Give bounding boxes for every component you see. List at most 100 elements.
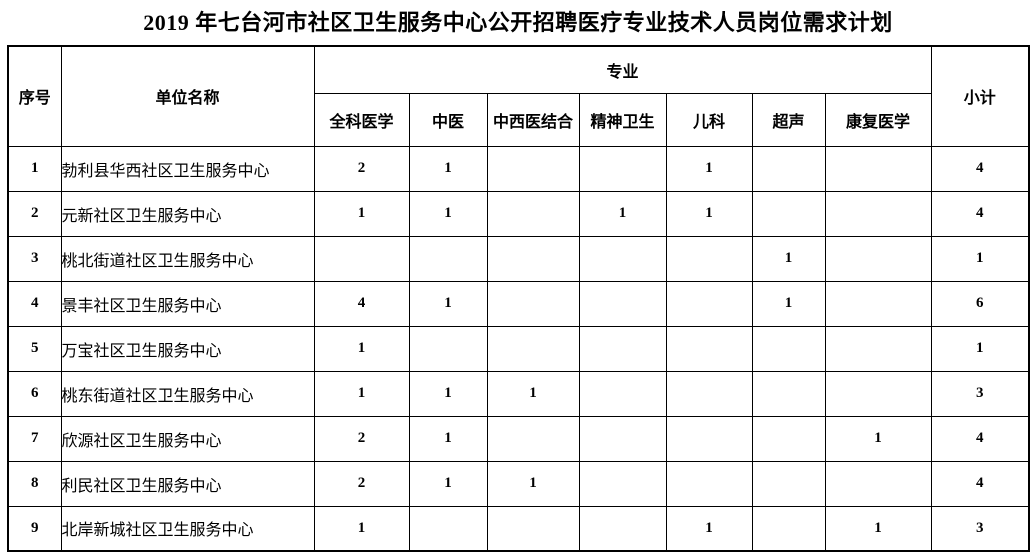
value-cell — [408, 235, 488, 282]
value-cell — [751, 460, 826, 507]
subtotal-cell: 1 — [930, 235, 1030, 282]
value-cell: 1 — [751, 235, 826, 282]
table-row: 7 欣源社区卫生服务中心 2 1 1 4 — [7, 415, 1030, 462]
value-cell — [578, 235, 667, 282]
value-cell: 1 — [313, 370, 410, 417]
document-title: 2019 年七台河市社区卫生服务中心公开招聘医疗专业技术人员岗位需求计划 — [143, 10, 893, 35]
header-specialty-group: 专业 — [313, 45, 932, 94]
value-cell — [824, 280, 932, 327]
header-specialty-mental-health: 精神卫生 — [578, 92, 667, 147]
value-cell: 2 — [313, 460, 410, 507]
value-cell: 1 — [408, 460, 488, 507]
value-cell: 1 — [408, 190, 488, 237]
value-cell: 1 — [665, 145, 753, 192]
header-specialty-pediatrics: 儿科 — [665, 92, 753, 147]
serial-cell: 2 — [7, 190, 62, 237]
table-row: 6 桃东街道社区卫生服务中心 1 1 1 3 — [7, 370, 1030, 417]
subtotal-cell: 1 — [930, 325, 1030, 372]
value-cell: 1 — [486, 370, 580, 417]
serial-cell: 9 — [7, 505, 62, 552]
table-row: 1 勃利县华西社区卫生服务中心 2 1 1 4 — [7, 145, 1030, 192]
unit-name-cell: 景丰社区卫生服务中心 — [60, 280, 315, 327]
value-cell: 2 — [313, 415, 410, 462]
value-cell: 1 — [313, 325, 410, 372]
value-cell: 1 — [665, 505, 753, 552]
value-cell: 1 — [408, 145, 488, 192]
serial-cell: 8 — [7, 460, 62, 507]
unit-name-cell: 欣源社区卫生服务中心 — [60, 415, 315, 462]
recruitment-plan-table: 序号 单位名称 专业 小计 全科医学 中医 中西医结合 精神卫生 儿科 超声 康… — [7, 45, 1030, 552]
unit-name-cell: 勃利县华西社区卫生服务中心 — [60, 145, 315, 192]
value-cell: 1 — [408, 370, 488, 417]
unit-name-cell: 万宝社区卫生服务中心 — [60, 325, 315, 372]
value-cell — [751, 190, 826, 237]
value-cell — [665, 280, 753, 327]
value-cell — [751, 145, 826, 192]
value-cell: 2 — [313, 145, 410, 192]
value-cell: 1 — [824, 505, 932, 552]
header-specialty-integrated-medicine: 中西医结合 — [486, 92, 580, 147]
value-cell — [824, 235, 932, 282]
table-row: 9 北岸新城社区卫生服务中心 1 1 1 3 — [7, 505, 1030, 552]
table-row: 3 桃北街道社区卫生服务中心 1 1 — [7, 235, 1030, 282]
header-specialty-tcm: 中医 — [408, 92, 488, 147]
value-cell: 1 — [313, 505, 410, 552]
unit-name-cell: 桃北街道社区卫生服务中心 — [60, 235, 315, 282]
serial-cell: 1 — [7, 145, 62, 192]
table-row: 2 元新社区卫生服务中心 1 1 1 1 4 — [7, 190, 1030, 237]
header-subtotal: 小计 — [930, 45, 1030, 147]
value-cell — [578, 370, 667, 417]
value-cell — [665, 235, 753, 282]
value-cell — [751, 370, 826, 417]
value-cell: 1 — [486, 460, 580, 507]
value-cell — [486, 145, 580, 192]
unit-name-cell: 北岸新城社区卫生服务中心 — [60, 505, 315, 552]
unit-name-cell: 元新社区卫生服务中心 — [60, 190, 315, 237]
value-cell — [824, 145, 932, 192]
subtotal-cell: 6 — [930, 280, 1030, 327]
table-row: 5 万宝社区卫生服务中心 1 1 — [7, 325, 1030, 372]
value-cell — [578, 280, 667, 327]
value-cell — [665, 370, 753, 417]
unit-name-cell: 桃东街道社区卫生服务中心 — [60, 370, 315, 417]
value-cell — [578, 325, 667, 372]
header-specialty-ultrasound: 超声 — [751, 92, 826, 147]
value-cell — [408, 505, 488, 552]
value-cell — [665, 415, 753, 462]
value-cell — [408, 325, 488, 372]
value-cell: 1 — [665, 190, 753, 237]
value-cell — [751, 415, 826, 462]
serial-cell: 5 — [7, 325, 62, 372]
value-cell — [824, 325, 932, 372]
value-cell — [486, 280, 580, 327]
table-row: 8 利民社区卫生服务中心 2 1 1 4 — [7, 460, 1030, 507]
serial-cell: 7 — [7, 415, 62, 462]
header-specialty-general-medicine: 全科医学 — [313, 92, 410, 147]
value-cell: 1 — [313, 190, 410, 237]
header-specialty-rehabilitation: 康复医学 — [824, 92, 932, 147]
value-cell — [486, 415, 580, 462]
header-row-specialties: 全科医学 中医 中西医结合 精神卫生 儿科 超声 康复医学 — [8, 92, 1029, 147]
subtotal-cell: 4 — [930, 415, 1030, 462]
subtotal-cell: 3 — [930, 505, 1030, 552]
serial-cell: 3 — [7, 235, 62, 282]
value-cell: 1 — [408, 280, 488, 327]
value-cell — [824, 190, 932, 237]
value-cell — [313, 235, 410, 282]
subtotal-cell: 4 — [930, 145, 1030, 192]
value-cell — [486, 505, 580, 552]
value-cell — [486, 235, 580, 282]
value-cell — [751, 505, 826, 552]
value-cell: 1 — [824, 415, 932, 462]
value-cell — [578, 505, 667, 552]
value-cell — [578, 415, 667, 462]
value-cell: 1 — [408, 415, 488, 462]
value-cell — [665, 460, 753, 507]
subtotal-cell: 4 — [930, 190, 1030, 237]
value-cell — [751, 325, 826, 372]
value-cell: 1 — [578, 190, 667, 237]
value-cell — [824, 460, 932, 507]
header-row-top: 序号 单位名称 专业 小计 — [7, 45, 1030, 147]
serial-cell: 4 — [7, 280, 62, 327]
